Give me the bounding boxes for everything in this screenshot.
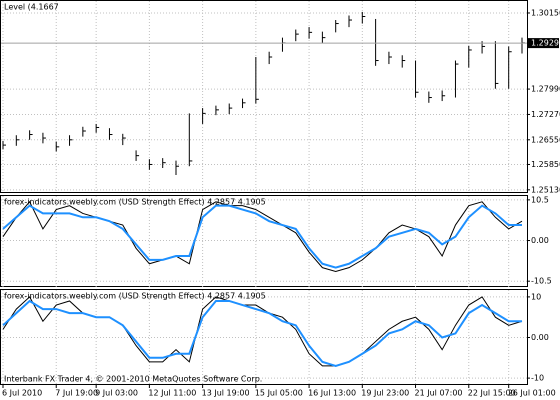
x-tick-label: 6 Jul 2010 [2,389,42,398]
x-tick-label: 13 Jul 19:00 [202,389,250,398]
copyright: Interbank FX Trader 4, © 2001-2010 MetaQ… [4,375,262,384]
y-tick-label: 10.5 [531,195,549,204]
indicator-line [2,200,523,273]
y-tick-label: -10 [531,374,544,383]
pane-title: forex-indicators.weebly.com (USD Strengt… [4,292,266,301]
x-tick-label: 7 Jul 19:00 [55,389,98,398]
y-tick-label: 1.25850 [531,160,560,169]
pane-title: Level (4.1667 [4,3,59,12]
y-tick-label: 0.00 [531,236,549,245]
last-price-label: 1.29295 [531,39,560,48]
y-tick-label: 1.30150 [531,8,560,17]
x-tick-label: 15 Jul 05:00 [255,389,303,398]
indicator-line [2,204,522,269]
y-tick-label: 1.27990 [531,85,560,94]
x-tick-label: 9 Jul 03:00 [95,389,138,398]
x-tick-label: 22 Jul 15:00 [468,389,516,398]
x-tick-label: 26 Jul 01:00 [508,389,556,398]
x-tick-label: 19 Jul 23:00 [361,389,409,398]
x-tick-label: 21 Jul 07:00 [415,389,463,398]
pane-frame [0,0,528,193]
y-tick-label: 10 [531,292,541,301]
last-price-box [528,38,559,49]
y-tick-label: 1.26550 [531,135,560,144]
x-tick-label: 12 Jul 11:00 [148,389,196,398]
y-tick-label: 1.25130 [531,185,560,194]
y-tick-label: 0.00 [531,333,549,342]
y-tick-label: -10.5 [531,277,552,286]
indicator-line [2,299,522,367]
x-tick-label: 16 Jul 13:00 [308,389,356,398]
pane-title: forex-indicators.weebly.com (USD Strengt… [4,198,266,207]
y-tick-label: 1.27270 [531,110,560,119]
